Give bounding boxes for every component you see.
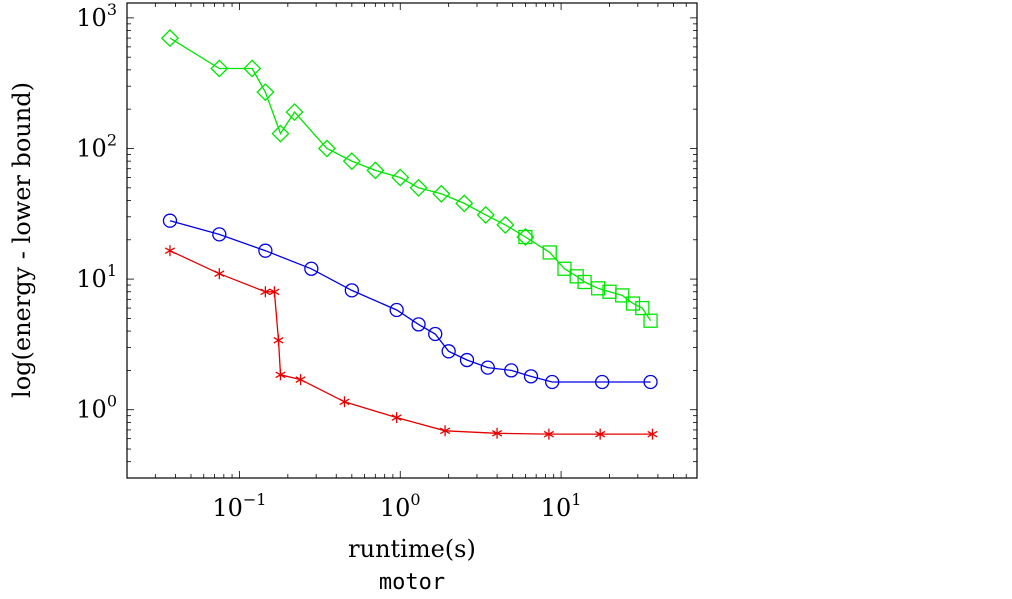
tick-marks <box>126 3 698 479</box>
star-stroke <box>439 427 451 435</box>
diamond-marker <box>432 184 451 203</box>
star-marker <box>214 268 225 280</box>
plot-frame <box>126 2 698 479</box>
star-stroke <box>543 430 554 438</box>
y-tick-label: 103 <box>76 0 117 32</box>
circle-marker <box>304 261 319 276</box>
y-tick-label: 101 <box>76 261 117 293</box>
star-marker <box>391 412 402 424</box>
star-marker <box>595 428 606 440</box>
x-tick-label: 101 <box>541 490 582 522</box>
series-2 <box>162 213 658 390</box>
star-stroke <box>269 288 280 296</box>
star-marker <box>491 427 503 439</box>
square-marker <box>518 229 533 245</box>
square-marker <box>643 313 658 328</box>
diamond-marker <box>243 59 262 78</box>
circle-marker <box>643 374 658 390</box>
diamond-marker <box>455 194 474 213</box>
diamond-marker <box>342 152 361 171</box>
star-marker <box>439 425 451 437</box>
star-marker <box>269 286 280 298</box>
diamond-marker <box>271 124 290 143</box>
diamond-marker <box>391 168 410 187</box>
circle-marker <box>594 374 610 390</box>
star-marker <box>164 245 176 257</box>
star-stroke <box>647 430 658 438</box>
circle-marker <box>344 283 359 298</box>
star-stroke <box>275 371 286 379</box>
circle-marker <box>504 363 519 378</box>
star-stroke <box>595 430 606 438</box>
diamond-marker <box>476 205 495 224</box>
circle-marker <box>162 213 178 228</box>
x-tick-label: 100 <box>380 490 421 522</box>
star-stroke <box>339 398 350 406</box>
square-marker <box>569 269 584 284</box>
series-0 <box>160 29 535 247</box>
diamond-marker <box>366 161 385 180</box>
square-marker <box>615 288 630 303</box>
star-marker <box>273 334 284 346</box>
star-marker <box>339 396 350 408</box>
circle-marker <box>389 302 404 318</box>
series-layer <box>160 29 658 440</box>
star-marker <box>295 374 306 386</box>
diamond-marker <box>409 178 428 197</box>
square-marker <box>590 281 606 296</box>
series-line <box>169 37 526 238</box>
circle-marker <box>459 352 475 368</box>
circle-marker <box>545 374 560 390</box>
series-1 <box>518 229 658 328</box>
square-marker <box>557 261 572 276</box>
star-marker <box>647 428 658 440</box>
diamond-marker <box>516 227 535 247</box>
square-marker <box>635 300 650 316</box>
circle-marker <box>480 360 495 375</box>
star-stroke <box>295 376 306 383</box>
star-stroke <box>164 247 176 255</box>
diamond-marker <box>256 83 275 102</box>
star-stroke <box>273 336 284 344</box>
star-stroke <box>214 270 225 278</box>
circle-marker <box>258 243 273 258</box>
series-line <box>169 250 653 435</box>
circle-marker <box>411 317 426 332</box>
square-marker <box>542 245 557 260</box>
chart-caption: motor <box>379 570 445 595</box>
circle-marker <box>212 227 227 242</box>
star-marker <box>260 286 271 298</box>
circle-marker <box>428 326 443 342</box>
diamond-marker <box>160 29 180 48</box>
series-line <box>525 236 652 322</box>
star-marker <box>543 428 554 440</box>
x-tick-label: 10−1 <box>212 490 266 522</box>
square-marker <box>625 296 641 311</box>
diamond-marker <box>210 59 229 78</box>
circle-marker <box>523 369 539 384</box>
diamond-marker <box>317 139 336 158</box>
x-axis-label: runtime(s) <box>348 535 476 563</box>
diamond-marker <box>285 103 304 122</box>
series-line <box>169 220 651 383</box>
y-axis-label: log(energy - lower bound) <box>8 82 36 398</box>
star-marker <box>275 369 286 381</box>
star-stroke <box>260 288 271 296</box>
series-3 <box>164 245 658 440</box>
diamond-marker <box>496 215 515 234</box>
y-tick-label: 100 <box>76 392 117 424</box>
y-tick-label: 102 <box>76 130 117 162</box>
circle-marker <box>441 344 456 359</box>
star-stroke <box>491 429 503 437</box>
tick-labels: 10−1 100 101 100 101 102 103 <box>76 0 581 522</box>
star-stroke <box>391 414 402 421</box>
